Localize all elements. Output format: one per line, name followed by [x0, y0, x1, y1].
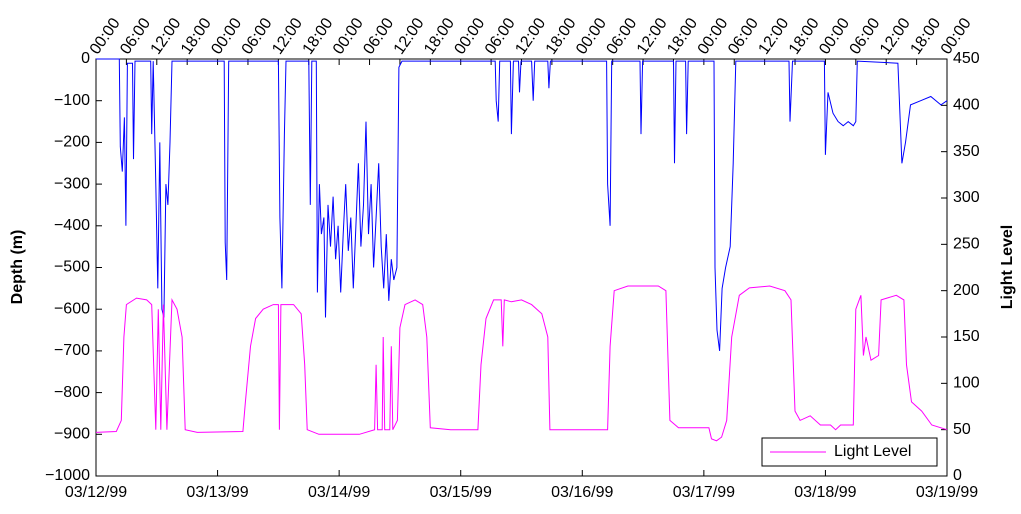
- x2-tick-label: 00:00: [87, 15, 124, 58]
- x2-tick-label: 12:00: [755, 15, 792, 58]
- y-tick-label: −800: [54, 384, 90, 401]
- x-tick-label: 03/13/99: [186, 484, 248, 501]
- y2-tick-label: 200: [953, 282, 980, 299]
- x2-tick-label: 18:00: [178, 15, 215, 58]
- y-tick-label: −500: [54, 259, 90, 276]
- y-tick-label: −700: [54, 342, 90, 359]
- x2-tick-label: 18:00: [300, 15, 337, 58]
- y-tick-label: −600: [54, 300, 90, 317]
- y-tick-label: −200: [54, 134, 90, 151]
- x2-tick-label: 12:00: [391, 15, 428, 58]
- x2-tick-label: 12:00: [634, 15, 671, 58]
- x2-tick-label: 06:00: [482, 15, 519, 58]
- x2-tick-label: 06:00: [239, 15, 276, 58]
- x2-tick-label: 06:00: [603, 15, 640, 58]
- y-tick-label: −300: [54, 175, 90, 192]
- x2-tick-label: 06:00: [725, 15, 762, 58]
- y-tick-label: −1000: [45, 467, 90, 484]
- y2-tick-label: 450: [953, 50, 980, 67]
- x-tick-label: 03/12/99: [65, 484, 127, 501]
- y2-tick-label: 100: [953, 375, 980, 392]
- x2-tick-label: 00:00: [330, 15, 367, 58]
- y2-tick-label: 400: [953, 97, 980, 114]
- x2-tick-label: 18:00: [421, 15, 458, 58]
- x-tick-label: 03/18/99: [794, 484, 856, 501]
- x2-tick-label: 12:00: [148, 15, 185, 58]
- y2-tick-label: 300: [953, 189, 980, 206]
- x2-tick-label: 12:00: [877, 15, 914, 58]
- x2-tick-label: 18:00: [664, 15, 701, 58]
- y2-tick-label: 250: [953, 236, 980, 253]
- y-tick-label: 0: [81, 50, 90, 67]
- y2-axis-label: Light Level: [999, 225, 1016, 309]
- x2-tick-label: 12:00: [269, 15, 306, 58]
- y2-tick-label: 50: [953, 421, 971, 438]
- x-tick-label: 03/17/99: [673, 484, 735, 501]
- x2-tick-label: 18:00: [907, 15, 944, 58]
- x2-tick-label: 06:00: [847, 15, 884, 58]
- x2-tick-label: 18:00: [543, 15, 580, 58]
- y-axis-label: Depth (m): [9, 230, 26, 305]
- plot-frame: [95, 58, 948, 477]
- y-tick-label: −100: [54, 92, 90, 109]
- x-tick-label: 03/19/99: [916, 484, 978, 501]
- y-tick-label: −400: [54, 217, 90, 234]
- x2-tick-label: 00:00: [573, 15, 610, 58]
- y-tick-label: −900: [54, 426, 90, 443]
- x2-tick-label: 06:00: [117, 15, 154, 58]
- x-tick-label: 03/15/99: [430, 484, 492, 501]
- y2-tick-label: 350: [953, 143, 980, 160]
- x2-tick-label: 00:00: [208, 15, 245, 58]
- x2-tick-label: 06:00: [360, 15, 397, 58]
- legend-label: Light Level: [834, 443, 911, 460]
- x2-tick-label: 18:00: [786, 15, 823, 58]
- x2-tick-label: 12:00: [512, 15, 549, 58]
- x2-tick-label: 00:00: [695, 15, 732, 58]
- x-tick-label: 03/14/99: [308, 484, 370, 501]
- x2-tick-label: 00:00: [816, 15, 853, 58]
- x-tick-label: 03/16/99: [551, 484, 613, 501]
- y2-tick-label: 150: [953, 328, 980, 345]
- y2-tick-label: 0: [953, 467, 962, 484]
- series-line: [95, 285, 948, 442]
- x2-tick-label: 00:00: [452, 15, 489, 58]
- series-line: [96, 58, 948, 351]
